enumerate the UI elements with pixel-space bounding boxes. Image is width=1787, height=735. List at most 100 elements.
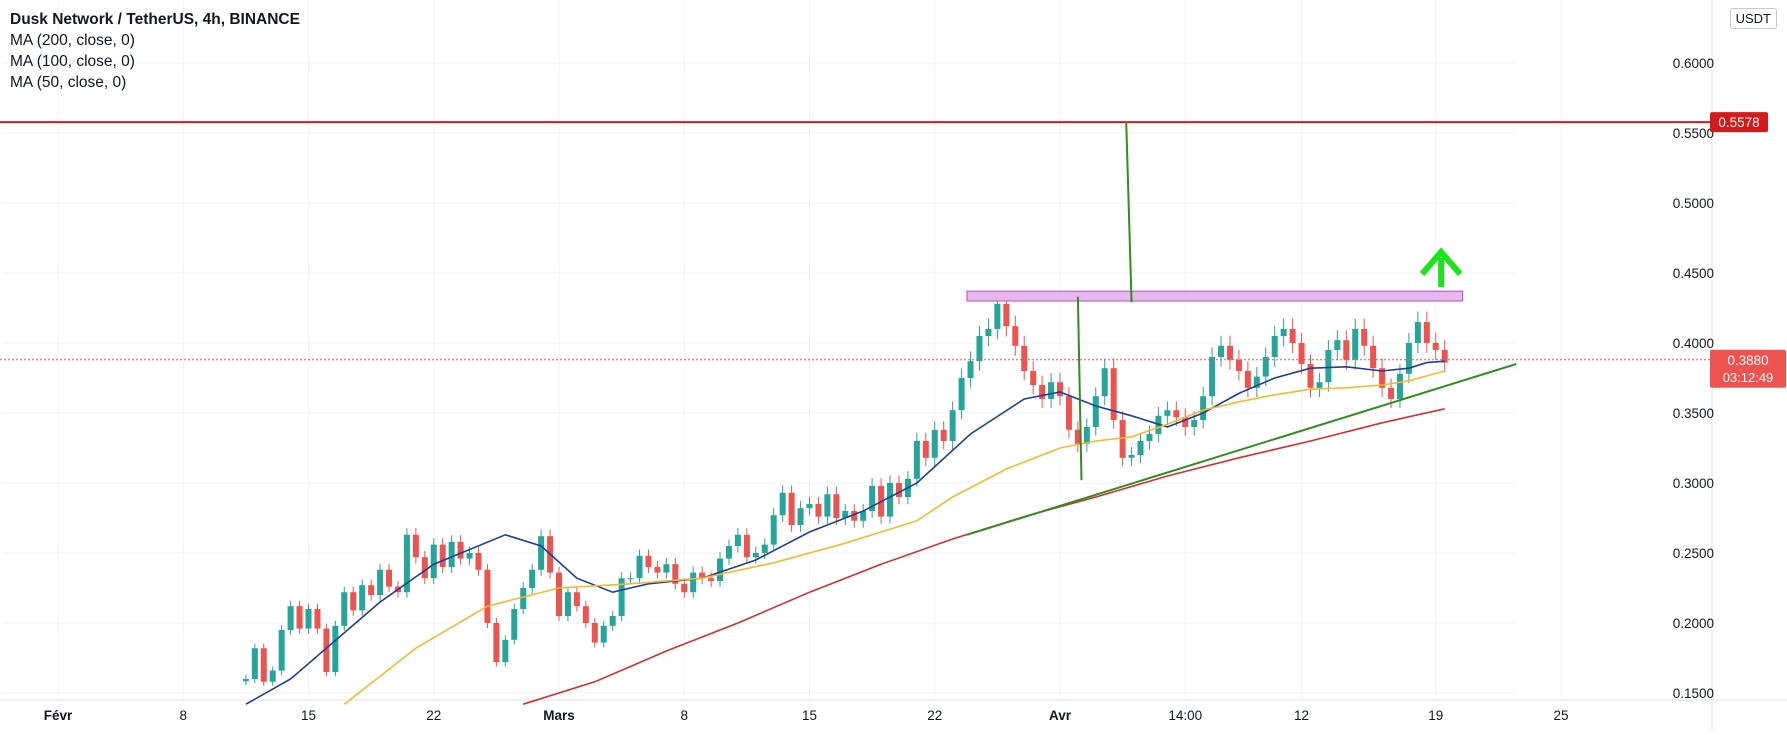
candle-body[interactable] <box>1405 343 1412 374</box>
candle-body[interactable] <box>1146 434 1153 441</box>
candle[interactable] <box>350 586 357 616</box>
candle-body[interactable] <box>636 555 643 579</box>
candle[interactable] <box>1200 387 1207 429</box>
candle-body[interactable] <box>627 578 634 580</box>
candle-body[interactable] <box>448 541 455 567</box>
candle[interactable] <box>672 558 679 590</box>
candle-body[interactable] <box>296 606 303 629</box>
candle[interactable] <box>824 486 831 524</box>
plot-area[interactable] <box>242 293 1448 705</box>
candle[interactable] <box>1235 350 1242 381</box>
candle[interactable] <box>1083 418 1090 453</box>
candle-body[interactable] <box>1441 350 1448 363</box>
candle[interactable] <box>779 485 786 523</box>
candle[interactable] <box>1423 311 1430 354</box>
candle[interactable] <box>538 529 545 576</box>
candle-body[interactable] <box>466 553 473 559</box>
candle-body[interactable] <box>368 585 375 595</box>
candle-body[interactable] <box>1253 376 1260 388</box>
candle-body[interactable] <box>725 546 732 559</box>
candle[interactable] <box>511 603 518 645</box>
candle-body[interactable] <box>1039 385 1046 399</box>
candle-body[interactable] <box>976 336 983 362</box>
candle[interactable] <box>770 508 777 552</box>
candle[interactable] <box>1226 335 1233 370</box>
candle[interactable] <box>618 572 625 622</box>
candle-body[interactable] <box>475 553 482 570</box>
candle[interactable] <box>1370 335 1377 378</box>
candle[interactable] <box>564 586 571 622</box>
candle[interactable] <box>815 496 822 524</box>
candle-body[interactable] <box>403 534 410 593</box>
candle[interactable] <box>1316 372 1323 398</box>
candle-body[interactable] <box>1200 396 1207 420</box>
candle-body[interactable] <box>529 569 536 588</box>
candle-body[interactable] <box>1057 382 1063 397</box>
candle-body[interactable] <box>761 544 768 553</box>
candle-body[interactable] <box>484 569 491 623</box>
candle-body[interactable] <box>734 534 741 546</box>
candle-body[interactable] <box>314 609 321 629</box>
candle[interactable] <box>1191 411 1198 436</box>
candle[interactable] <box>1379 358 1386 398</box>
candle-body[interactable] <box>681 583 688 593</box>
candle[interactable] <box>1182 408 1189 436</box>
candle[interactable] <box>520 582 527 615</box>
candle[interactable] <box>1441 340 1448 373</box>
candle[interactable] <box>323 623 330 677</box>
candle-body[interactable] <box>913 441 920 479</box>
candle-body[interactable] <box>1065 396 1072 430</box>
candle-body[interactable] <box>1119 420 1126 458</box>
candle[interactable] <box>448 535 455 574</box>
candle[interactable] <box>976 325 983 371</box>
candle[interactable] <box>484 563 491 629</box>
candle-body[interactable] <box>430 544 437 579</box>
indicator-ma100[interactable]: MA (100, close, 0) <box>10 53 135 70</box>
candle-body[interactable] <box>770 515 777 545</box>
candle[interactable] <box>1325 340 1332 392</box>
candle-body[interactable] <box>1218 345 1225 357</box>
candle[interactable] <box>296 600 303 634</box>
candle-body[interactable] <box>1244 371 1251 388</box>
candle[interactable] <box>1039 375 1046 409</box>
candle[interactable] <box>368 579 375 601</box>
candle[interactable] <box>305 603 312 634</box>
candle-body[interactable] <box>824 494 831 517</box>
candle-body[interactable] <box>851 511 858 521</box>
candle-body[interactable] <box>1226 345 1233 360</box>
candle-body[interactable] <box>815 504 822 517</box>
candle-body[interactable] <box>1012 326 1019 346</box>
candle[interactable] <box>260 643 267 686</box>
candle-body[interactable] <box>359 585 366 611</box>
candle[interactable] <box>251 643 258 684</box>
candle[interactable] <box>1030 361 1037 395</box>
candle-body[interactable] <box>958 378 965 411</box>
candle[interactable] <box>1343 330 1350 370</box>
candle-body[interactable] <box>1173 410 1180 418</box>
candle[interactable] <box>314 603 321 634</box>
candle[interactable] <box>654 560 661 579</box>
ma-line-1[interactable] <box>343 370 1445 705</box>
candle-body[interactable] <box>251 648 258 679</box>
candle-body[interactable] <box>260 648 267 682</box>
candle[interactable] <box>725 539 732 565</box>
candle-body[interactable] <box>1396 373 1403 399</box>
candle[interactable] <box>931 421 938 466</box>
candle-body[interactable] <box>985 329 992 336</box>
candle-body[interactable] <box>797 508 804 525</box>
candle[interactable] <box>1289 318 1296 354</box>
candle-body[interactable] <box>1271 336 1278 357</box>
candle[interactable] <box>278 625 285 675</box>
candle-body[interactable] <box>654 567 661 573</box>
candle-body[interactable] <box>806 504 813 509</box>
candle[interactable] <box>842 503 849 525</box>
candle[interactable] <box>412 528 419 564</box>
candle-body[interactable] <box>895 483 902 497</box>
candle[interactable] <box>636 549 643 585</box>
candle-body[interactable] <box>511 609 518 640</box>
candle[interactable] <box>690 566 697 598</box>
candle[interactable] <box>922 432 929 466</box>
candle-body[interactable] <box>520 588 527 609</box>
candle[interactable] <box>600 620 607 648</box>
